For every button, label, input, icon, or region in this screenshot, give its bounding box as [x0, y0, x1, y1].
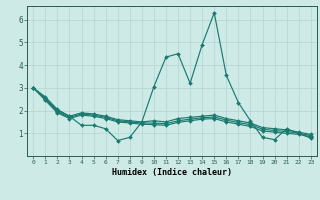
X-axis label: Humidex (Indice chaleur): Humidex (Indice chaleur)	[112, 168, 232, 177]
